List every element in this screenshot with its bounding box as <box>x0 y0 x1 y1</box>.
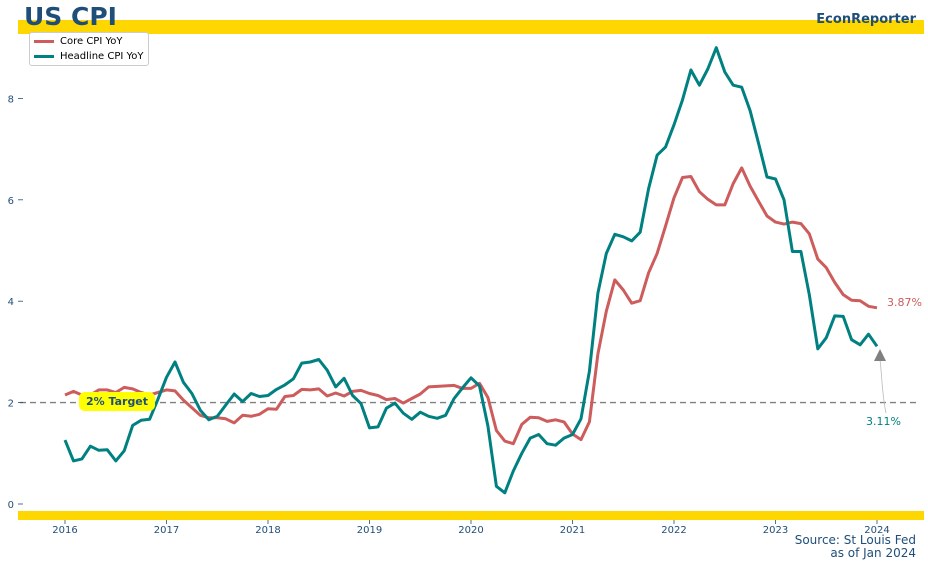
y-tick-label: 2 <box>8 399 14 410</box>
x-tick-label: 2016 <box>52 525 77 536</box>
source-label: Source: St Louis Fed <box>794 533 916 547</box>
x-tick-label: 2022 <box>661 525 686 536</box>
x-axis: 2016 2017 2018 2019 2020 2021 2022 2023 2024 <box>52 520 890 536</box>
headline-cpi-line <box>63 46 879 495</box>
legend-item-headline: Headline CPI YoY <box>34 49 144 63</box>
legend-swatch-core <box>34 39 54 43</box>
core-end-label: 3.87% <box>887 296 922 309</box>
annotation-arrow-head <box>874 349 886 361</box>
bottom-band <box>18 511 924 520</box>
headline-end-label: 3.11% <box>866 415 901 428</box>
x-tick-label: 2020 <box>458 525 483 536</box>
y-tick-label: 0 <box>8 500 14 511</box>
brand-name: EconReporter <box>816 12 916 27</box>
x-tick-label: 2017 <box>154 525 179 536</box>
x-tick-label: 2021 <box>560 525 585 536</box>
top-band <box>18 20 924 34</box>
y-axis: 0 2 4 6 8 <box>8 94 23 511</box>
source-note: Source: St Louis Fed as of Jan 2024 <box>795 534 916 560</box>
core-cpi-line <box>64 166 878 446</box>
legend-label-core: Core CPI YoY <box>60 35 123 47</box>
legend: Core CPI YoY Headline CPI YoY <box>29 32 149 66</box>
legend-item-core: Core CPI YoY <box>34 34 122 48</box>
x-tick-label: 2019 <box>357 525 382 536</box>
y-tick-label: 8 <box>8 94 14 105</box>
x-tick-label: 2024 <box>864 525 889 536</box>
y-tick-label: 4 <box>8 297 14 308</box>
legend-swatch-headline <box>34 54 54 58</box>
x-tick-label: 2018 <box>255 525 280 536</box>
source-date: as of Jan 2024 <box>830 546 916 560</box>
target-annotation: 2% Target <box>79 392 156 411</box>
page-title: US CPI <box>24 2 117 31</box>
x-tick-label: 2023 <box>763 525 788 536</box>
y-tick-label: 6 <box>8 196 14 207</box>
annotation-arrow-line <box>879 359 887 414</box>
legend-label-headline: Headline CPI YoY <box>60 50 144 62</box>
